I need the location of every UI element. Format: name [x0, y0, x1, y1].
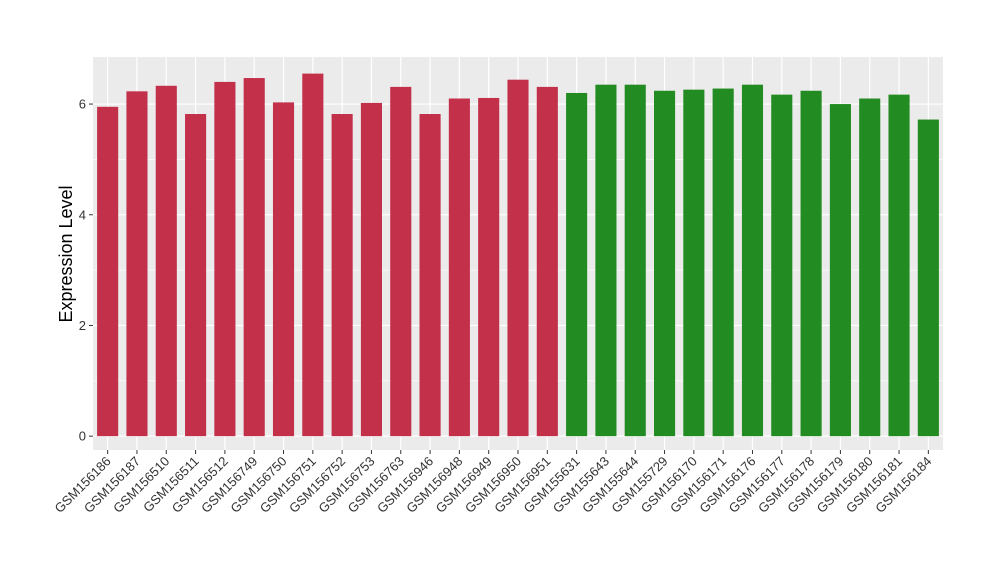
bar-GSM156180: [859, 98, 881, 437]
y-tick-label: 0: [79, 429, 86, 444]
bar-GSM156177: [771, 94, 793, 437]
bar-GSM156950: [507, 79, 529, 437]
bar-GSM156750: [272, 102, 295, 437]
x-axis: GSM156186GSM156187GSM156510GSM156511GSM1…: [52, 450, 934, 516]
bar-GSM156753: [360, 102, 382, 437]
y-tick-label: 6: [79, 97, 86, 112]
bar-GSM156751: [302, 73, 324, 437]
bar-GSM156184: [917, 119, 939, 437]
bar-GSM156951: [536, 86, 558, 437]
bar-GSM156181: [888, 94, 910, 437]
bar-GSM156170: [683, 89, 705, 437]
bar-GSM156187: [126, 91, 148, 437]
bar-GSM156511: [185, 114, 207, 437]
bar-GSM156176: [741, 84, 764, 437]
bar-GSM155631: [566, 92, 588, 437]
bar-GSM155643: [595, 84, 617, 437]
y-axis: 0 2 4 6: [79, 97, 93, 444]
y-axis-title: Expression Level: [56, 185, 76, 322]
bar-GSM155644: [624, 84, 646, 437]
bar-GSM156948: [448, 98, 470, 437]
y-tick-label: 2: [79, 318, 86, 333]
bar-GSM156749: [243, 78, 265, 437]
bar-GSM156510: [155, 85, 177, 437]
bar-GSM156171: [712, 88, 734, 437]
bars: [97, 73, 939, 437]
bar-GSM156752: [331, 114, 353, 437]
bar-GSM156178: [800, 90, 822, 437]
bar-GSM156763: [390, 86, 412, 437]
bar-GSM155729: [654, 90, 676, 437]
bar-GSM156186: [97, 106, 119, 437]
bar-GSM156949: [478, 97, 500, 437]
bar-GSM156946: [419, 114, 441, 437]
bar-GSM156179: [829, 104, 851, 437]
bar-GSM156512: [214, 81, 236, 437]
y-tick-label: 4: [79, 207, 86, 222]
